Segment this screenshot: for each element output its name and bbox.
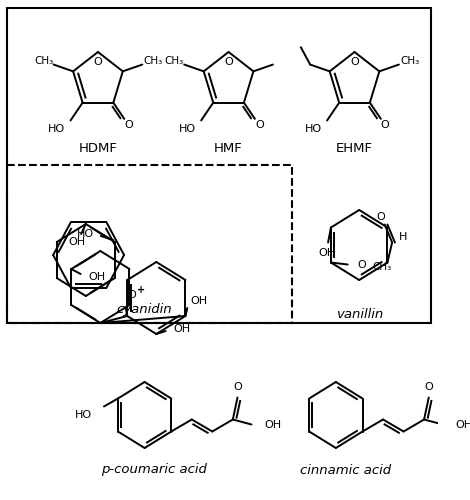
Text: +: +: [137, 285, 145, 295]
Text: OH: OH: [190, 296, 207, 306]
Text: O: O: [255, 120, 264, 130]
Text: O: O: [124, 120, 133, 130]
Text: O: O: [357, 260, 366, 270]
Text: HDMF: HDMF: [78, 142, 118, 154]
Text: EHMF: EHMF: [336, 142, 373, 154]
Text: O: O: [381, 120, 390, 130]
Text: CH₃: CH₃: [34, 56, 54, 66]
Text: CH₃: CH₃: [372, 262, 391, 272]
Text: OH: OH: [319, 248, 336, 258]
Text: cyanidin: cyanidin: [117, 304, 172, 316]
Text: cinnamic acid: cinnamic acid: [299, 464, 391, 476]
Bar: [8, 8, 431, 323]
Text: HO: HO: [305, 124, 321, 134]
Text: O: O: [233, 382, 242, 392]
Text: OH: OH: [265, 420, 282, 430]
Text: O: O: [224, 57, 233, 67]
Text: CH₃: CH₃: [401, 56, 420, 66]
Text: CH₃: CH₃: [165, 56, 184, 66]
Text: OH: OH: [173, 324, 190, 334]
Text: O: O: [424, 382, 433, 392]
Text: OH: OH: [88, 272, 105, 282]
Bar: [8, 165, 292, 323]
Text: O: O: [350, 57, 359, 67]
Text: O: O: [94, 57, 102, 67]
Text: HO: HO: [75, 410, 92, 420]
Text: p-coumaric acid: p-coumaric acid: [101, 464, 207, 476]
Text: vanillin: vanillin: [336, 308, 383, 322]
Text: OH: OH: [68, 237, 85, 247]
Text: HO: HO: [48, 124, 65, 134]
Text: O: O: [127, 290, 136, 300]
Text: HO: HO: [77, 229, 94, 239]
Text: HMF: HMF: [214, 142, 243, 154]
Text: CH₃: CH₃: [143, 56, 163, 66]
Text: H: H: [399, 232, 407, 242]
Text: OH: OH: [456, 420, 470, 430]
Text: HO: HO: [179, 124, 196, 134]
Text: O: O: [376, 212, 385, 222]
